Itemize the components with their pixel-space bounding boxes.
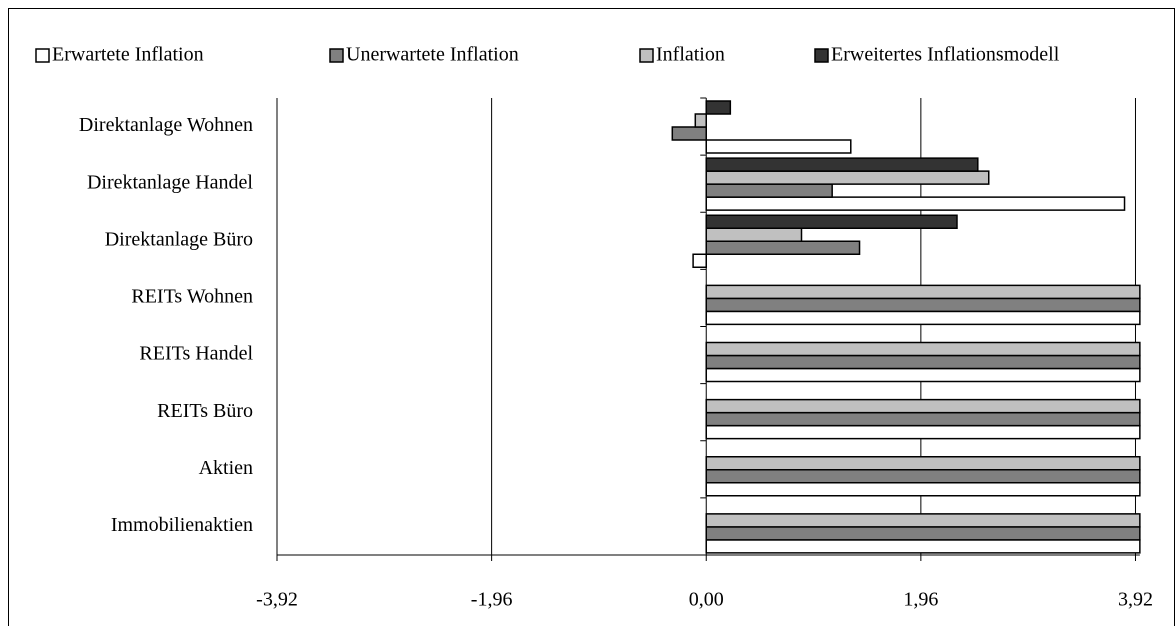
bar (705, 398, 1141, 414)
bar (705, 157, 979, 172)
bar (705, 367, 1141, 383)
legend-label: Unerwartete Inflation (346, 44, 519, 66)
bar (705, 411, 1141, 427)
bar (705, 424, 1141, 440)
bar (705, 214, 958, 229)
bar (705, 100, 732, 115)
legend-swatch (35, 48, 50, 63)
bar (705, 526, 1141, 541)
x-tick-label: 3,92 (1118, 589, 1153, 611)
bar (705, 482, 1141, 497)
bar (705, 297, 1141, 313)
legend-label: Inflation (656, 44, 725, 66)
y-tick-label: REITs Wohnen (131, 286, 253, 308)
bar (705, 227, 803, 242)
bar (705, 284, 1141, 300)
bar (705, 539, 1141, 554)
y-tick-label: REITs Handel (139, 343, 253, 365)
y-tick-label: Direktanlage Wohnen (79, 114, 253, 136)
bar (705, 469, 1141, 484)
bar (694, 113, 707, 128)
bar (705, 310, 1141, 326)
bar (705, 456, 1141, 471)
x-tick-label: 0,00 (689, 589, 724, 611)
legend-swatch (814, 48, 829, 63)
bar (705, 139, 852, 154)
bar (705, 170, 990, 185)
bar (705, 240, 861, 255)
legend-swatch (639, 48, 654, 63)
bar (705, 196, 1126, 211)
bar (705, 354, 1141, 370)
bar (705, 341, 1141, 357)
legend-label: Erweitertes Inflationsmodell (831, 44, 1060, 66)
y-tick-label: Direktanlage Handel (87, 171, 253, 193)
y-tick-label: Immobilienaktien (111, 514, 253, 536)
x-tick-label: 1,96 (903, 589, 938, 611)
y-tick-label: REITs Büro (157, 400, 253, 422)
labels: -3,92 -1,96 0,00 1,96 3,92 Direktanlage Wohne… (35, 44, 1153, 611)
axes (276, 97, 1140, 561)
bar (692, 253, 707, 268)
bar (705, 513, 1141, 528)
x-tick-label: -3,92 (256, 589, 298, 611)
y-tick-label: Aktien (199, 457, 253, 479)
bar (671, 126, 707, 141)
legend-label: Erwartete Inflation (52, 44, 204, 66)
y-tick-label: Direktanlage Büro (105, 228, 253, 250)
bars (671, 100, 1141, 554)
bar (705, 183, 833, 198)
x-tick-label: -1,96 (471, 589, 513, 611)
legend-swatch (329, 48, 344, 63)
